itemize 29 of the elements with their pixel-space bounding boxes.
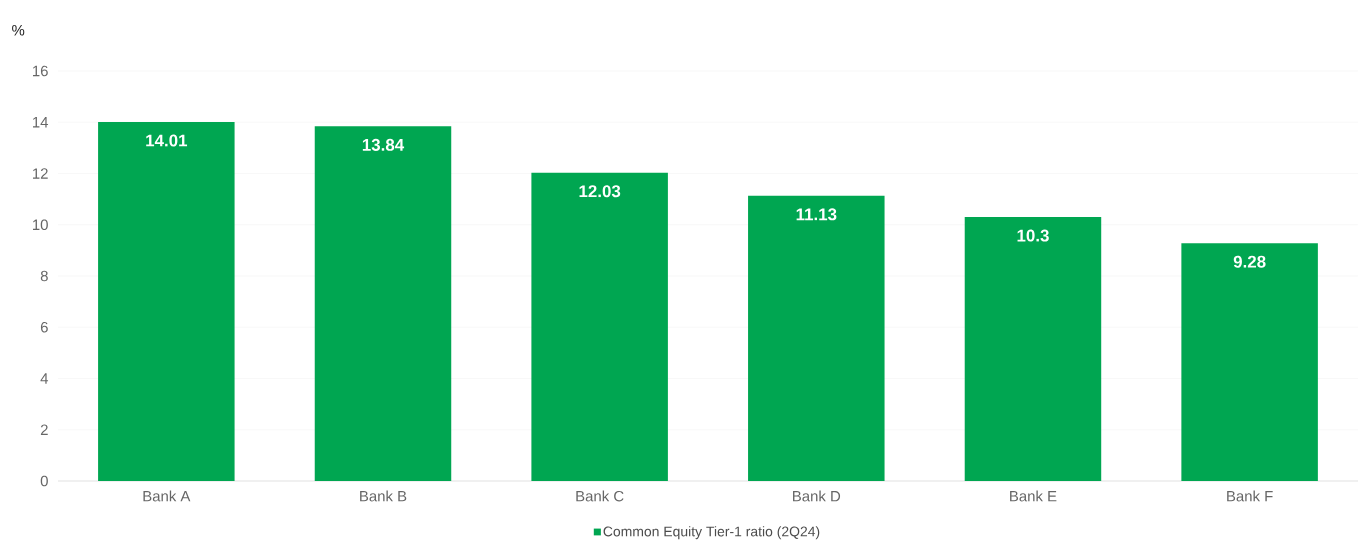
y-tick-label: 14 [33,117,49,128]
y-tick-label: 6 [40,321,48,333]
data-label: 13.84 [362,138,405,151]
y-axis-title: % [12,25,25,36]
x-tick-label: Bank C [576,490,624,502]
data-label: 14.01 [146,134,188,147]
x-tick-label: Bank B [360,490,407,502]
data-label: 9.28 [1233,255,1266,268]
bar [748,195,885,481]
x-tick-label: Bank F [1227,490,1273,502]
legend-label: Common Equity Tier-1 ratio (2Q24) [603,526,820,540]
y-tick-label: 12 [33,168,48,179]
bar [314,126,452,481]
data-label: 12.03 [579,185,621,198]
x-tick-label: Bank E [1010,490,1057,502]
data-label: 10.3 [1017,229,1049,242]
bar [98,121,235,481]
y-tick-label: 16 [33,65,48,77]
bar [1181,243,1318,481]
data-label: 11.13 [796,208,837,221]
y-tick-label: 0 [40,475,48,487]
y-tick-label: 2 [40,424,48,435]
bar [531,172,668,481]
bar [964,217,1102,481]
x-tick-label: Bank D [793,490,841,502]
y-tick-label: 10 [33,219,48,231]
y-tick-label: 8 [40,270,48,282]
x-tick-label: Bank A [143,490,191,502]
y-tick-label: 4 [40,373,49,384]
